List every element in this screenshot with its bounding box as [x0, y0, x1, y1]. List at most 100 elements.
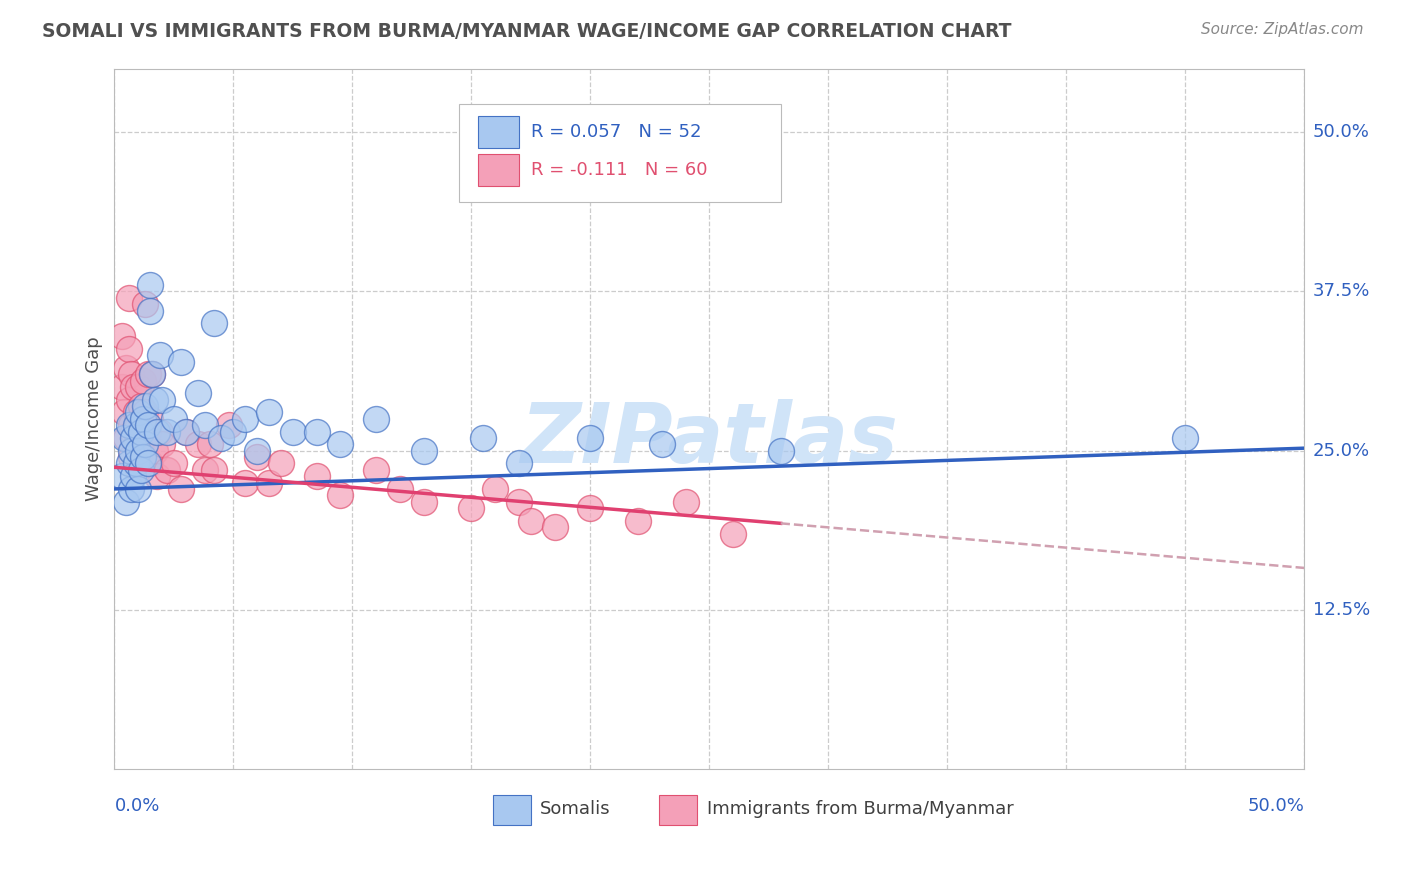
Point: [122, 431, 145, 445]
Point: [110, 329, 132, 343]
Text: 12.5%: 12.5%: [1313, 601, 1369, 619]
Point: [412, 494, 434, 508]
Point: [366, 412, 388, 426]
Point: [134, 437, 156, 451]
Point: [136, 457, 159, 471]
FancyBboxPatch shape: [460, 103, 780, 202]
Point: [125, 405, 148, 419]
Point: [769, 443, 792, 458]
Point: [127, 482, 149, 496]
Point: [143, 392, 166, 407]
Text: 0.0%: 0.0%: [114, 797, 160, 815]
Point: [134, 399, 156, 413]
Point: [136, 418, 159, 433]
Point: [305, 425, 328, 439]
Point: [149, 348, 172, 362]
Point: [366, 463, 388, 477]
Point: [484, 482, 506, 496]
Point: [222, 425, 245, 439]
Point: [139, 303, 162, 318]
Point: [198, 437, 221, 451]
Point: [174, 425, 197, 439]
Text: Somalis: Somalis: [540, 800, 612, 818]
Point: [170, 482, 193, 496]
Point: [139, 412, 162, 426]
Point: [129, 425, 152, 439]
Point: [125, 457, 148, 471]
Point: [139, 457, 162, 471]
Text: Immigrants from Burma/Myanmar: Immigrants from Burma/Myanmar: [707, 800, 1014, 818]
Point: [233, 412, 256, 426]
Point: [120, 368, 142, 382]
Point: [508, 494, 530, 508]
Point: [174, 425, 197, 439]
Point: [460, 501, 482, 516]
Point: [508, 457, 530, 471]
Point: [579, 501, 602, 516]
Point: [122, 469, 145, 483]
Point: [136, 368, 159, 382]
Point: [150, 437, 173, 451]
Y-axis label: Wage/Income Gap: Wage/Income Gap: [86, 336, 103, 501]
Point: [136, 425, 159, 439]
Text: R = -0.111   N = 60: R = -0.111 N = 60: [531, 161, 707, 178]
Point: [115, 494, 138, 508]
Point: [134, 405, 156, 419]
Point: [132, 374, 155, 388]
Point: [520, 514, 543, 528]
Text: ZIPatlas: ZIPatlas: [520, 400, 898, 481]
Point: [472, 431, 495, 445]
Point: [651, 437, 673, 451]
Point: [127, 380, 149, 394]
Point: [329, 488, 352, 502]
Point: [721, 526, 744, 541]
Point: [218, 418, 240, 433]
Point: [118, 342, 141, 356]
Point: [146, 469, 169, 483]
Point: [132, 412, 155, 426]
Point: [211, 431, 233, 445]
Point: [187, 386, 209, 401]
Point: [246, 450, 269, 464]
Point: [149, 425, 172, 439]
Point: [132, 450, 155, 464]
Text: SOMALI VS IMMIGRANTS FROM BURMA/MYANMAR WAGE/INCOME GAP CORRELATION CHART: SOMALI VS IMMIGRANTS FROM BURMA/MYANMAR …: [42, 22, 1012, 41]
Point: [118, 291, 141, 305]
Point: [125, 437, 148, 451]
Point: [127, 443, 149, 458]
Point: [122, 380, 145, 394]
Point: [281, 425, 304, 439]
Point: [115, 431, 138, 445]
Text: 25.0%: 25.0%: [1313, 442, 1369, 459]
Point: [246, 443, 269, 458]
Point: [118, 392, 141, 407]
Point: [129, 463, 152, 477]
Text: 50.0%: 50.0%: [1247, 797, 1305, 815]
Point: [120, 418, 142, 433]
Point: [675, 494, 697, 508]
Point: [257, 475, 280, 490]
Point: [329, 437, 352, 451]
Point: [127, 418, 149, 433]
Text: 37.5%: 37.5%: [1313, 283, 1369, 301]
Point: [127, 405, 149, 419]
FancyBboxPatch shape: [478, 116, 519, 148]
Point: [163, 457, 186, 471]
Point: [118, 418, 141, 433]
Text: R = 0.057   N = 52: R = 0.057 N = 52: [531, 123, 702, 141]
Point: [163, 412, 186, 426]
Point: [134, 297, 156, 311]
Point: [202, 463, 225, 477]
FancyBboxPatch shape: [659, 795, 697, 824]
Point: [412, 443, 434, 458]
Point: [156, 463, 179, 477]
Point: [132, 431, 155, 445]
Point: [170, 354, 193, 368]
Point: [129, 399, 152, 413]
Point: [115, 360, 138, 375]
Point: [305, 469, 328, 483]
Point: [143, 443, 166, 458]
Point: [141, 368, 163, 382]
Point: [194, 418, 217, 433]
Point: [112, 431, 135, 445]
